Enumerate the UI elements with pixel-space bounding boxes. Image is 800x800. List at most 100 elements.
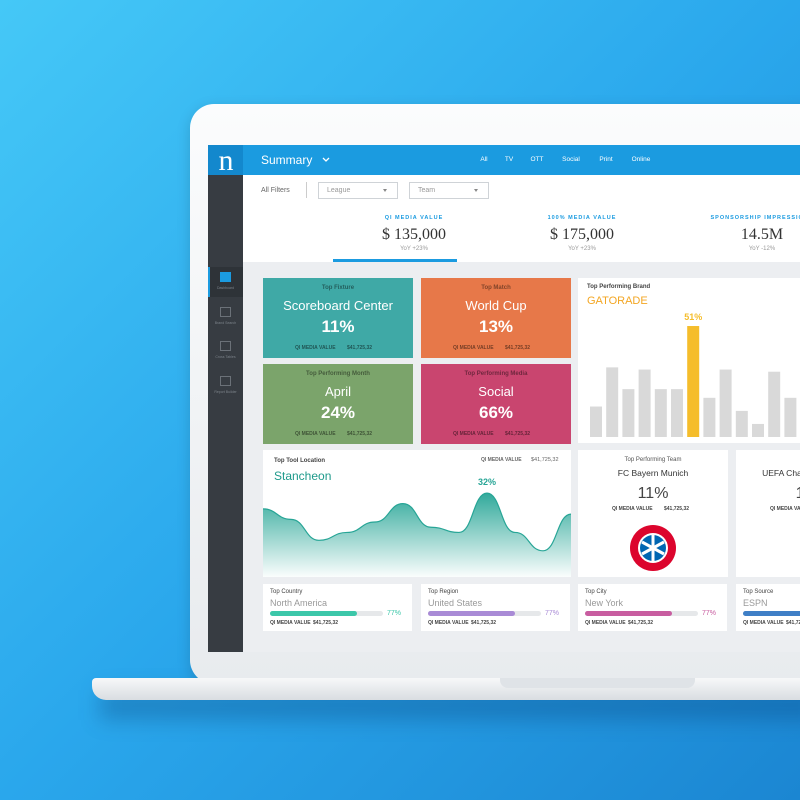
sidebar-label[interactable]: Dashboard [216, 286, 235, 290]
bar [606, 367, 619, 437]
metric-tile[interactable]: Top Match World Cup 13% QI MEDIA VALUE $41,7… [421, 278, 571, 358]
kpi-value: 14.5M [740, 226, 784, 243]
sidebar-label[interactable]: Report Builder [214, 389, 237, 394]
top-metric: QI MEDIA VALUE [585, 620, 626, 626]
kpi-change: YoY -12% [748, 246, 776, 252]
team-share: 11% [796, 486, 800, 502]
nav-tab[interactable]: Print [599, 156, 613, 163]
sidebar-icon[interactable] [220, 375, 231, 386]
area [263, 493, 571, 577]
brand-name: GATORADE [587, 295, 648, 307]
nav-tab[interactable]: Online [631, 156, 651, 163]
team-card: Top Performing Team FC Bayern Munich 11% QI… [578, 450, 728, 577]
metric-tile[interactable]: Top Performing Month April 24% QI MEDIA VAL… [263, 364, 413, 444]
brand-chart: 51% [590, 312, 797, 437]
location-name: Stancheon [274, 469, 332, 483]
progress-fill [585, 611, 672, 616]
tile-amount: $41,725,32 [347, 431, 373, 437]
progress-fill [270, 611, 357, 616]
top-label: Top Country [270, 589, 303, 595]
page-title[interactable]: Summary [261, 153, 313, 167]
tile-metric: QI MEDIA VALUE [453, 431, 494, 437]
progress-fill [428, 611, 515, 616]
progress-label: 77% [702, 610, 717, 617]
metric-tile[interactable]: Top Fixture Scoreboard Center 11% QI MEDIA … [263, 278, 413, 358]
kpi-underline [333, 259, 457, 262]
tile-share: 24% [320, 403, 356, 422]
bar [687, 326, 700, 437]
kpi-value: $ 135,000 [382, 226, 446, 243]
team-name: UEFA Champions League [762, 468, 800, 478]
tile-metric: QI MEDIA VALUE [295, 431, 336, 437]
tile-label: Top Fixture [321, 285, 355, 291]
location-card: Top Tool Location QI MEDIA VALUE $41,725,3… [263, 450, 571, 577]
metric-tile[interactable]: Top Performing Media Social 66% QI MEDIA VA… [421, 364, 571, 444]
tile-name: Social [478, 384, 514, 399]
team-metric: QI MEDIA VALUE [770, 506, 800, 512]
team-logo [630, 525, 676, 571]
sidebar-icon[interactable] [220, 306, 231, 317]
logo[interactable]: n [218, 145, 234, 177]
top-label: Top Source [743, 589, 774, 595]
bar [638, 369, 651, 437]
bar [719, 369, 732, 437]
location-metric: QI MEDIA VALUE [481, 457, 522, 463]
progress-fill [743, 611, 800, 616]
bar-value-label: 51% [684, 312, 702, 322]
team-label: Top Performing Team [624, 457, 682, 463]
top-card: Top Region United States 77% QI MEDIA VALUE… [421, 584, 570, 631]
bar [784, 397, 797, 437]
tile-name: World Cup [465, 298, 527, 313]
tile-share: 13% [478, 317, 514, 336]
top-label: Top Region [428, 589, 459, 595]
tile-metric: QI MEDIA VALUE [295, 345, 336, 351]
nav-tab[interactable]: OTT [530, 156, 544, 163]
team-amount: $41,725,32 [664, 506, 690, 512]
sidebar-icon[interactable] [220, 272, 231, 282]
tile-amount: $41,725,32 [505, 431, 531, 437]
sidebar-label[interactable]: Brand Search [214, 320, 237, 325]
team-name: FC Bayern Munich [617, 468, 689, 478]
sidebar [208, 175, 243, 652]
nav-tab[interactable]: All [480, 156, 488, 163]
location-amount: $41,725,32 [531, 457, 559, 463]
dropdown-caret [383, 189, 387, 192]
kpi-label: QI MEDIA VALUE [384, 215, 444, 221]
bar [735, 410, 748, 437]
brand-title: Top Performing Brand [587, 284, 651, 290]
screen: n Summary All TV OTT Social Print Online Dashb… [208, 145, 800, 652]
dropdown-caret [474, 189, 478, 192]
top-amount: $41,725,32 [628, 620, 654, 626]
top-name: ESPN [743, 598, 768, 608]
dropdown-label: Team [418, 187, 436, 194]
logo-check [641, 535, 665, 561]
team-card: UEFA Champions League11%QI MEDIA VALUE$4… [736, 450, 800, 577]
tile-share: 11% [321, 317, 355, 336]
bar [654, 389, 667, 437]
bar [703, 397, 716, 437]
sidebar-icon[interactable] [220, 341, 231, 351]
dropdown-label: League [327, 187, 351, 194]
progress-label: 77% [387, 610, 402, 617]
top-bar [208, 145, 800, 175]
kpi-label: SPONSORSHIP IMPRESSIONS [710, 215, 800, 221]
nav-tab[interactable]: Social [562, 156, 580, 163]
nav-tab[interactable]: TV [504, 156, 514, 163]
area-value-label: 32% [478, 477, 496, 487]
top-name: North America [270, 598, 328, 608]
sidebar-label[interactable]: Cross Tables [215, 355, 236, 359]
tile-metric: QI MEDIA VALUE [453, 345, 494, 351]
kpi-change: YoY +23% [568, 246, 596, 252]
top-name: United States [428, 598, 483, 608]
top-amount: $41,725,32 [313, 620, 339, 626]
dropdown[interactable]: Team [409, 182, 489, 199]
tile-share: 66% [478, 403, 514, 422]
tile-label: Top Performing Month [306, 371, 370, 377]
kpi-change: YoY +23% [400, 246, 428, 252]
kpi-value: $ 175,000 [550, 226, 614, 243]
bar [590, 406, 602, 437]
dropdown[interactable]: League [318, 182, 398, 199]
bar [752, 423, 764, 437]
location-title: Top Tool Location [274, 458, 326, 464]
